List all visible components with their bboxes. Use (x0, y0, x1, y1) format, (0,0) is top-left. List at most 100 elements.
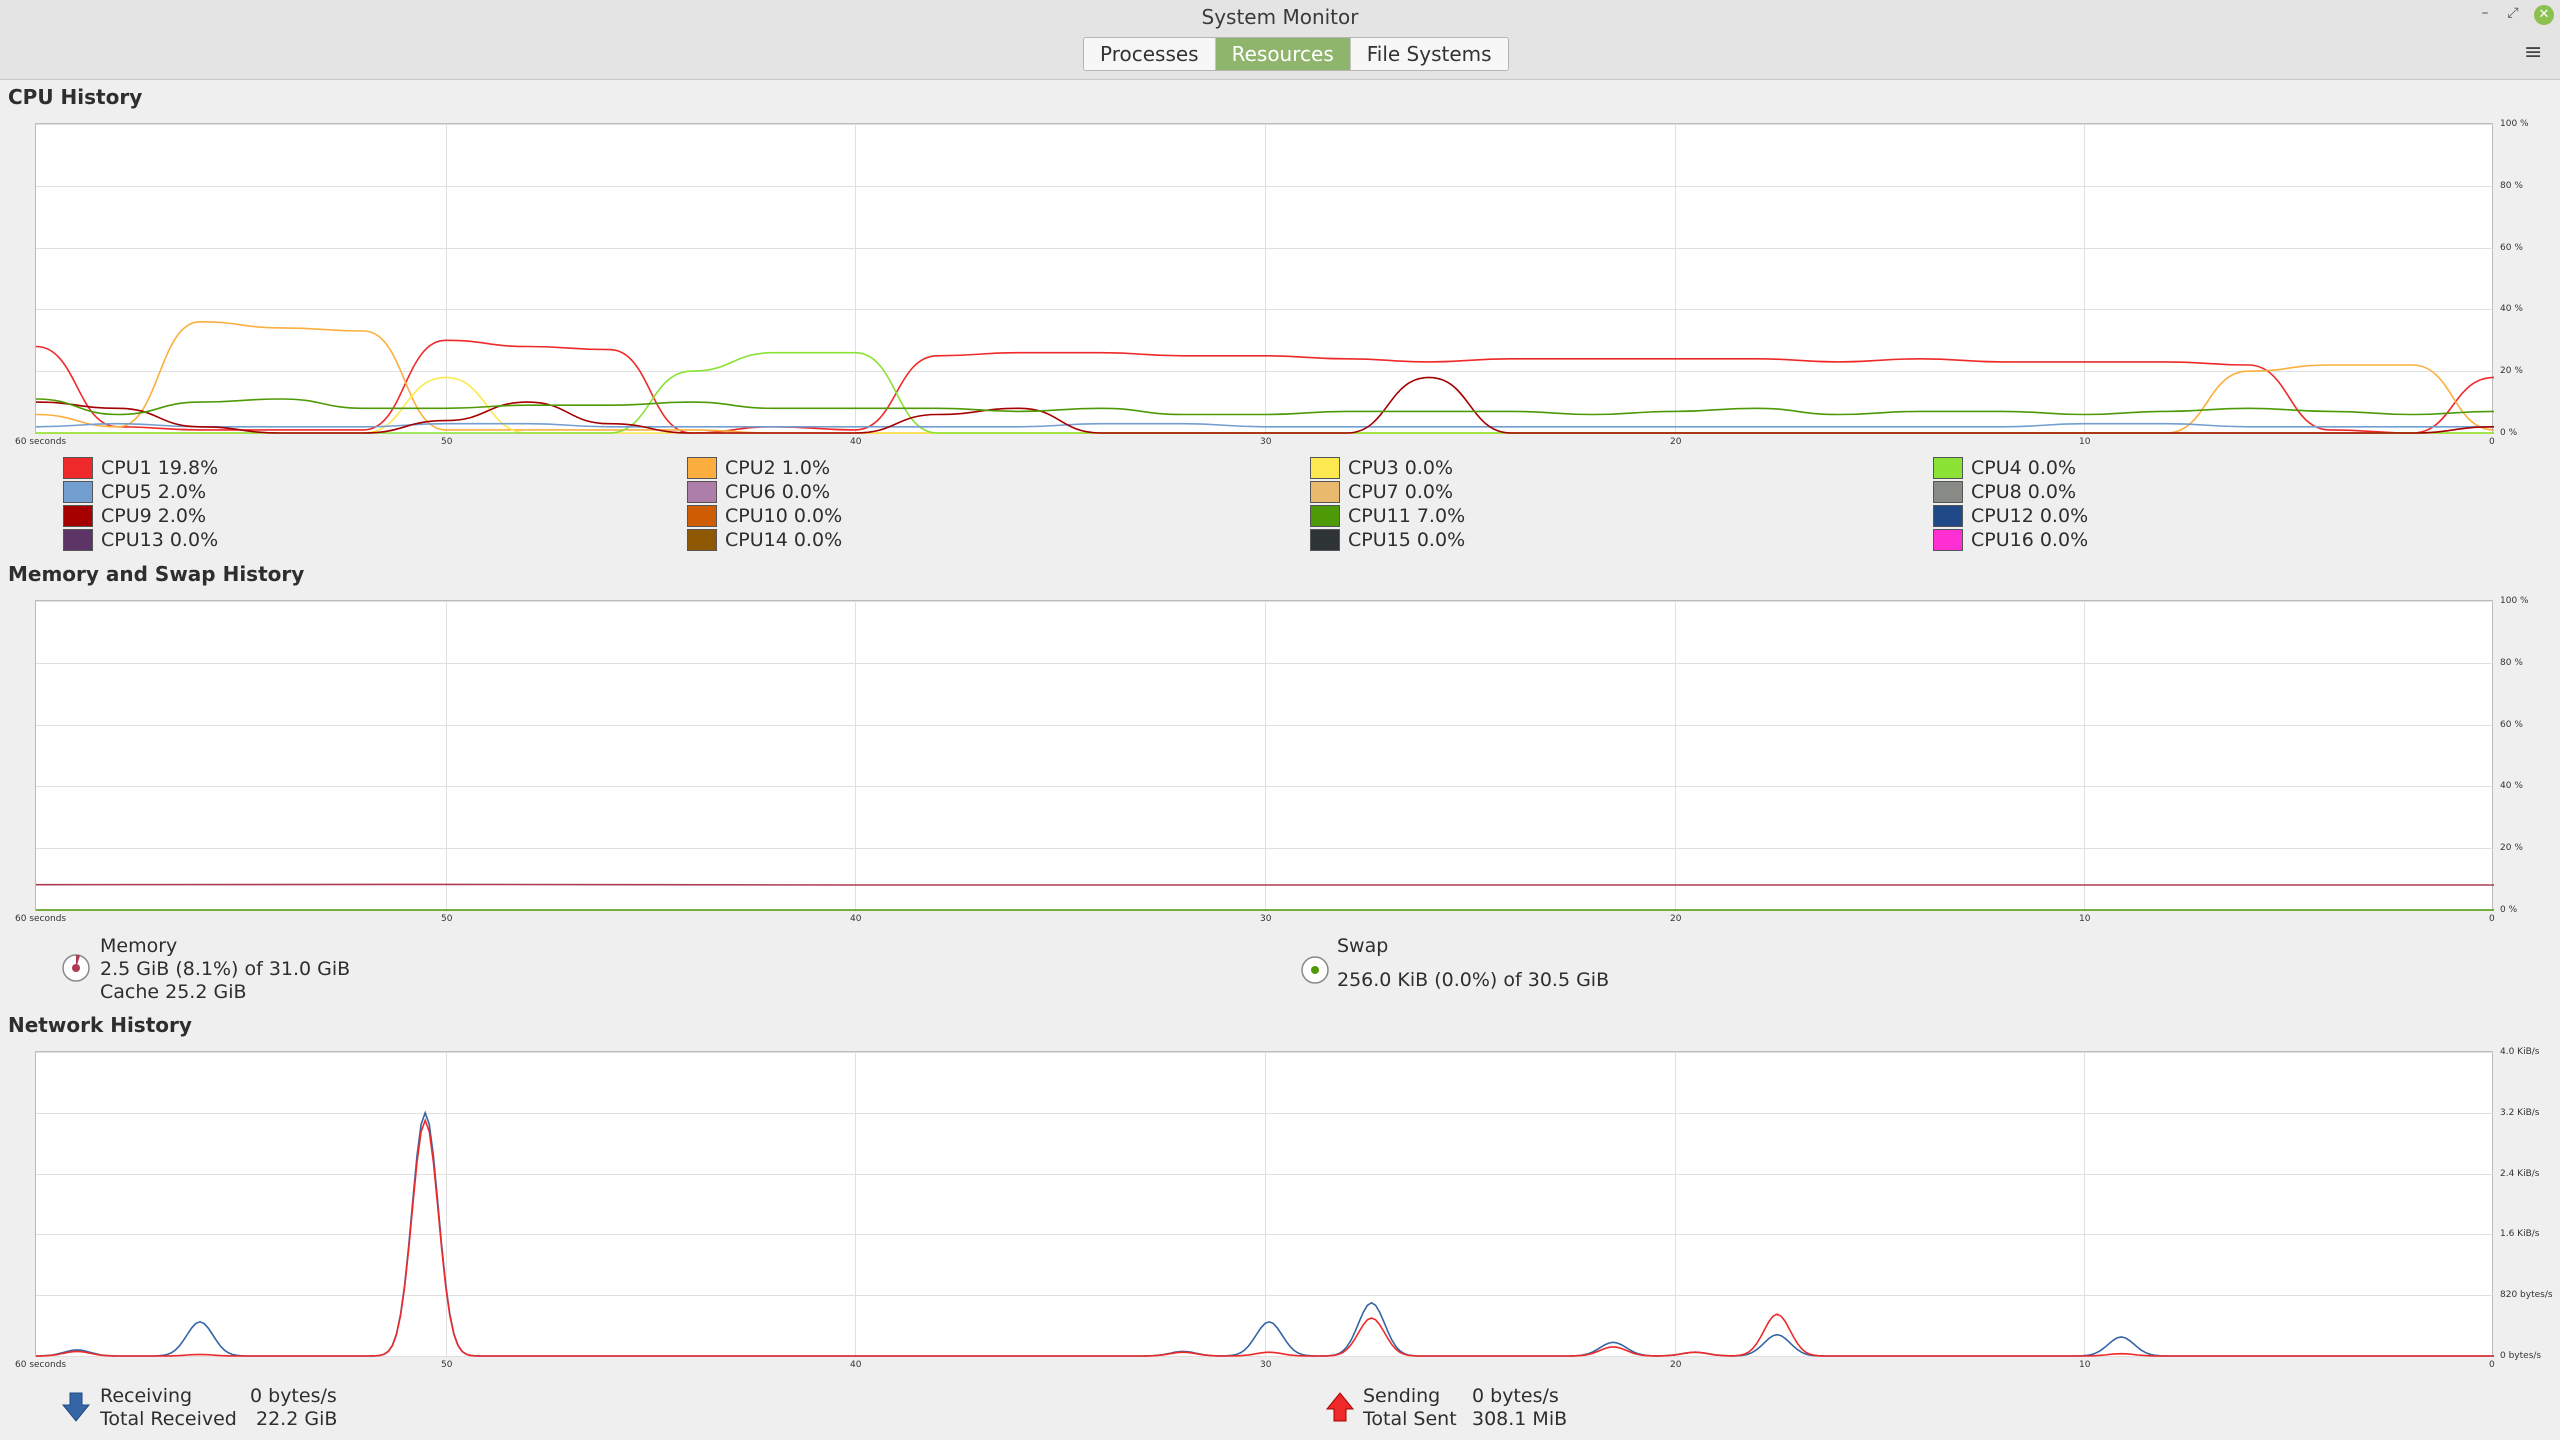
network-sending-line (36, 1118, 2494, 1357)
network-history-graph (35, 1051, 2494, 1358)
cpu-color-swatch[interactable] (1933, 505, 1963, 527)
network-y-tick: 1.6 KiB/s (2500, 1229, 2540, 1239)
memory-x-tick: 40 (850, 914, 862, 924)
cpu-history-heading: CPU History (8, 85, 143, 109)
swap-pie-icon[interactable] (1300, 955, 1330, 985)
memory-history-heading: Memory and Swap History (8, 562, 305, 586)
cpu-legend-item: CPU12 0.0% (1933, 504, 2088, 528)
memory-y-tick: 0 % (2500, 905, 2518, 915)
cpu-color-swatch[interactable] (687, 481, 717, 503)
network-x-tick: 10 (2079, 1360, 2091, 1370)
network-y-tick: 4.0 KiB/s (2500, 1047, 2540, 1057)
cpu-y-tick: 0 % (2500, 428, 2518, 438)
cpu-color-swatch[interactable] (1310, 505, 1340, 527)
cpu-legend-item: CPU14 0.0% (687, 528, 842, 552)
minimize-icon[interactable]: – (2481, 5, 2489, 21)
cpu-series-line-cpu1 (36, 339, 2494, 434)
cpu-color-swatch[interactable] (1933, 529, 1963, 551)
cpu-legend-label: CPU5 2.0% (101, 481, 207, 503)
cpu-legend-label: CPU9 2.0% (101, 505, 207, 527)
cpu-legend-item: CPU13 0.0% (63, 528, 218, 552)
cpu-legend-item: CPU8 0.0% (1933, 480, 2076, 504)
receiving-arrow-icon[interactable] (61, 1391, 91, 1423)
cpu-legend-label: CPU13 0.0% (101, 529, 219, 551)
cpu-x-tick: 40 (850, 437, 862, 447)
cpu-x-tick: 30 (1260, 437, 1272, 447)
memory-y-tick: 80 % (2500, 658, 2523, 668)
tab-resources[interactable]: Resources (1215, 38, 1351, 70)
cpu-y-tick: 80 % (2500, 181, 2523, 191)
network-y-tick: 2.4 KiB/s (2500, 1169, 2540, 1179)
cpu-legend-label: CPU2 1.0% (725, 457, 831, 479)
cpu-legend-item: CPU15 0.0% (1310, 528, 1465, 552)
maximize-icon[interactable]: ⤢ (2507, 5, 2519, 21)
cpu-legend-label: CPU8 0.0% (1971, 481, 2077, 503)
cpu-graph-svg (36, 124, 2494, 435)
cpu-legend-label: CPU7 0.0% (1348, 481, 1454, 503)
memory-x-tick: 50 (441, 914, 453, 924)
menu-icon[interactable]: ≡ (2524, 40, 2543, 65)
memory-history-graph (35, 600, 2494, 912)
cpu-legend-label: CPU4 0.0% (1971, 457, 2077, 479)
cpu-y-tick: 40 % (2500, 304, 2523, 314)
receiving-label: Receiving (100, 1385, 193, 1407)
cpu-series-line-cpu9 (36, 376, 2494, 434)
cpu-color-swatch[interactable] (1310, 481, 1340, 503)
receiving-value: 0 bytes/s (250, 1385, 337, 1407)
cpu-color-swatch[interactable] (1310, 457, 1340, 479)
cpu-y-tick: 60 % (2500, 243, 2523, 253)
cpu-x-tick: 0 (2489, 437, 2495, 447)
cpu-legend-label: CPU6 0.0% (725, 481, 831, 503)
cpu-color-swatch[interactable] (687, 457, 717, 479)
memory-x-tick: 0 (2489, 914, 2495, 924)
total-sent-value: 308.1 MiB (1472, 1408, 1568, 1430)
cpu-legend-item: CPU9 2.0% (63, 504, 206, 528)
network-x-tick: 0 (2489, 1360, 2495, 1370)
window-title: System Monitor (1201, 5, 1359, 29)
cpu-color-swatch[interactable] (63, 481, 93, 503)
total-received-value: 22.2 GiB (256, 1408, 338, 1430)
network-y-tick: 820 bytes/s (2500, 1290, 2553, 1300)
cpu-color-swatch[interactable] (63, 529, 93, 551)
memory-graph-svg (36, 601, 2494, 912)
sending-label: Sending (1363, 1385, 1441, 1407)
title-bar: System Monitor – ⤢ ✕ Processes Resources… (0, 0, 2560, 80)
cpu-color-swatch[interactable] (687, 505, 717, 527)
sending-arrow-icon[interactable] (1325, 1391, 1355, 1423)
network-x-tick: 60 seconds (15, 1360, 67, 1370)
network-graph-svg (36, 1052, 2494, 1358)
network-x-tick: 40 (850, 1360, 862, 1370)
cpu-color-swatch[interactable] (63, 457, 93, 479)
cpu-history-graph (35, 123, 2494, 435)
network-x-tick: 20 (1670, 1360, 1682, 1370)
total-sent-label: Total Sent (1363, 1408, 1457, 1430)
cpu-legend-item: CPU4 0.0% (1933, 456, 2076, 480)
cpu-color-swatch[interactable] (1933, 481, 1963, 503)
cpu-legend-label: CPU15 0.0% (1348, 529, 1466, 551)
memory-x-tick: 10 (2079, 914, 2091, 924)
memory-x-tick: 30 (1260, 914, 1272, 924)
cpu-legend-item: CPU5 2.0% (63, 480, 206, 504)
cpu-x-tick: 60 seconds (15, 437, 67, 447)
memory-pie-icon[interactable] (61, 953, 91, 983)
cpu-legend-item: CPU6 0.0% (687, 480, 830, 504)
cpu-color-swatch[interactable] (63, 505, 93, 527)
tab-file-systems[interactable]: File Systems (1350, 38, 1508, 70)
cpu-legend-item: CPU10 0.0% (687, 504, 842, 528)
network-y-tick: 3.2 KiB/s (2500, 1108, 2540, 1118)
cpu-legend-item: CPU1 19.8% (63, 456, 218, 480)
cpu-legend-item: CPU3 0.0% (1310, 456, 1453, 480)
cpu-color-swatch[interactable] (687, 529, 717, 551)
cpu-legend-item: CPU7 0.0% (1310, 480, 1453, 504)
sending-value: 0 bytes/s (1472, 1385, 1559, 1407)
memory-x-tick: 60 seconds (15, 914, 67, 924)
tab-processes[interactable]: Processes (1084, 38, 1216, 70)
cpu-legend-label: CPU16 0.0% (1971, 529, 2089, 551)
close-icon[interactable]: ✕ (2534, 5, 2554, 25)
cpu-color-swatch[interactable] (1310, 529, 1340, 551)
cpu-color-swatch[interactable] (1933, 457, 1963, 479)
cpu-series-line-cpu5 (36, 422, 2494, 428)
swap-label: Swap (1337, 935, 1389, 957)
memory-cache: Cache 25.2 GiB (100, 981, 247, 1003)
swap-used: 256.0 KiB (0.0%) of 30.5 GiB (1337, 969, 1610, 991)
